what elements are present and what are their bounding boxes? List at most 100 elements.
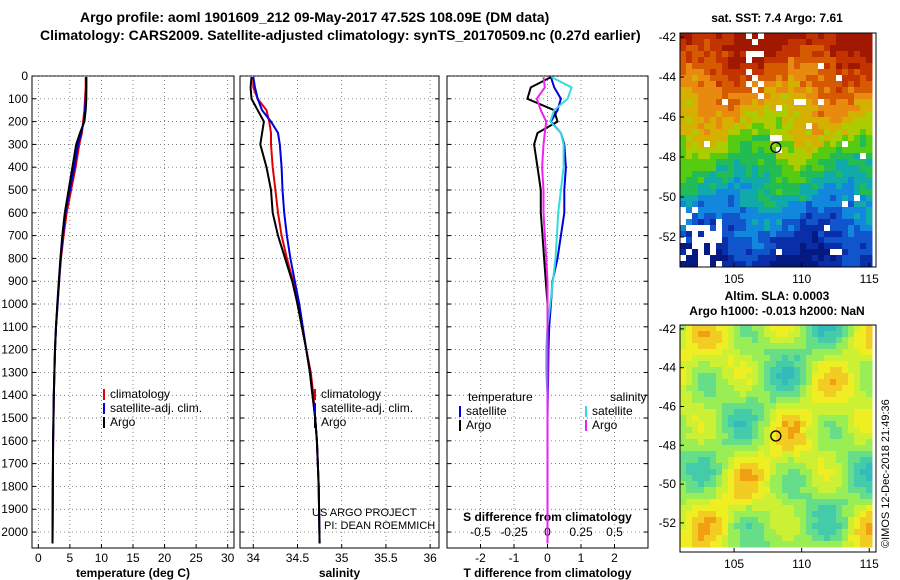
map-cell	[854, 195, 861, 202]
map-cell	[716, 427, 723, 434]
map-cell	[848, 415, 855, 422]
map-cell	[848, 237, 855, 244]
map-cell	[752, 505, 759, 512]
map-cell	[692, 165, 699, 172]
map-cell	[686, 427, 693, 434]
map-cell	[842, 475, 849, 482]
map-cell	[854, 451, 861, 458]
map-cell	[866, 159, 873, 166]
map-cell	[860, 541, 867, 548]
map-cell	[776, 361, 783, 368]
map-cell	[728, 39, 735, 46]
map-cell	[740, 493, 747, 500]
map-cell	[728, 481, 735, 488]
map-cell	[854, 331, 861, 338]
map-cell	[806, 105, 813, 112]
map-cell	[728, 147, 735, 154]
map-cell	[860, 403, 867, 410]
map-cell	[854, 445, 861, 452]
map-cell	[854, 343, 861, 350]
map-cell	[788, 343, 795, 350]
map-cell	[734, 451, 741, 458]
map-cell	[836, 349, 843, 356]
map-cell	[728, 111, 735, 118]
map-cell	[734, 129, 741, 136]
map-cell	[704, 511, 711, 518]
map-cell	[824, 201, 831, 208]
map-cell	[710, 33, 717, 40]
map-cell	[704, 165, 711, 172]
map-cell	[854, 541, 861, 548]
map-cell	[728, 45, 735, 52]
map-cell	[830, 153, 837, 160]
map-cell	[860, 475, 867, 482]
map-cell	[686, 111, 693, 118]
map-cell	[818, 105, 825, 112]
map-cell	[842, 39, 849, 46]
map-cell	[818, 123, 825, 130]
map-cell	[710, 183, 717, 190]
map-cell	[860, 123, 867, 130]
map-cell	[806, 343, 813, 350]
map-cell	[704, 237, 711, 244]
map-cell	[824, 117, 831, 124]
map-cell	[782, 183, 789, 190]
map-cell	[734, 159, 741, 166]
map-cell	[866, 361, 873, 368]
map-cell	[734, 111, 741, 118]
map-cell	[776, 337, 783, 344]
map-cell	[692, 475, 699, 482]
map-cell	[806, 445, 813, 452]
x-tick-label: 25	[189, 551, 203, 565]
map-cell	[752, 451, 759, 458]
map-cell	[692, 93, 699, 100]
map-cell	[860, 433, 867, 440]
map-cell	[836, 141, 843, 148]
map-cell	[698, 261, 705, 268]
map-cell	[776, 349, 783, 356]
map-cell	[794, 99, 801, 106]
map-cell	[806, 499, 813, 506]
map-cell	[806, 511, 813, 518]
map-cell	[692, 379, 699, 386]
map-cell	[842, 189, 849, 196]
map-cell	[746, 261, 753, 268]
map-cell	[704, 57, 711, 64]
map-cell	[788, 225, 795, 232]
map-cell	[830, 75, 837, 82]
map-cell	[704, 243, 711, 250]
map-cell	[758, 171, 765, 178]
map-cell	[710, 219, 717, 226]
map-cell	[788, 439, 795, 446]
map-cell	[692, 511, 699, 518]
map-cell	[710, 511, 717, 518]
map-cell	[716, 207, 723, 214]
map-cell	[764, 415, 771, 422]
map-cell	[770, 117, 777, 124]
map-cell	[680, 225, 687, 232]
map-cell	[728, 117, 735, 124]
map-cell	[824, 325, 831, 332]
map-cell	[710, 469, 717, 476]
map-cell	[734, 463, 741, 470]
map-cell	[698, 445, 705, 452]
map-cell	[728, 535, 735, 542]
x-tick-label: 35	[335, 551, 349, 565]
map-cell	[686, 195, 693, 202]
map-cell	[836, 445, 843, 452]
map-cell	[764, 361, 771, 368]
map-cell	[752, 261, 759, 268]
map-cell	[704, 135, 711, 142]
map-cell	[788, 219, 795, 226]
map-cell	[830, 361, 837, 368]
map-cell	[782, 63, 789, 70]
map-cell	[740, 207, 747, 214]
map-cell	[788, 463, 795, 470]
map-cell	[692, 75, 699, 82]
credit-project: US ARGO PROJECT	[312, 507, 417, 519]
map-cell	[854, 171, 861, 178]
map-cell	[842, 415, 849, 422]
map-cell	[800, 325, 807, 332]
map-cell	[794, 123, 801, 130]
map-cell	[842, 373, 849, 380]
